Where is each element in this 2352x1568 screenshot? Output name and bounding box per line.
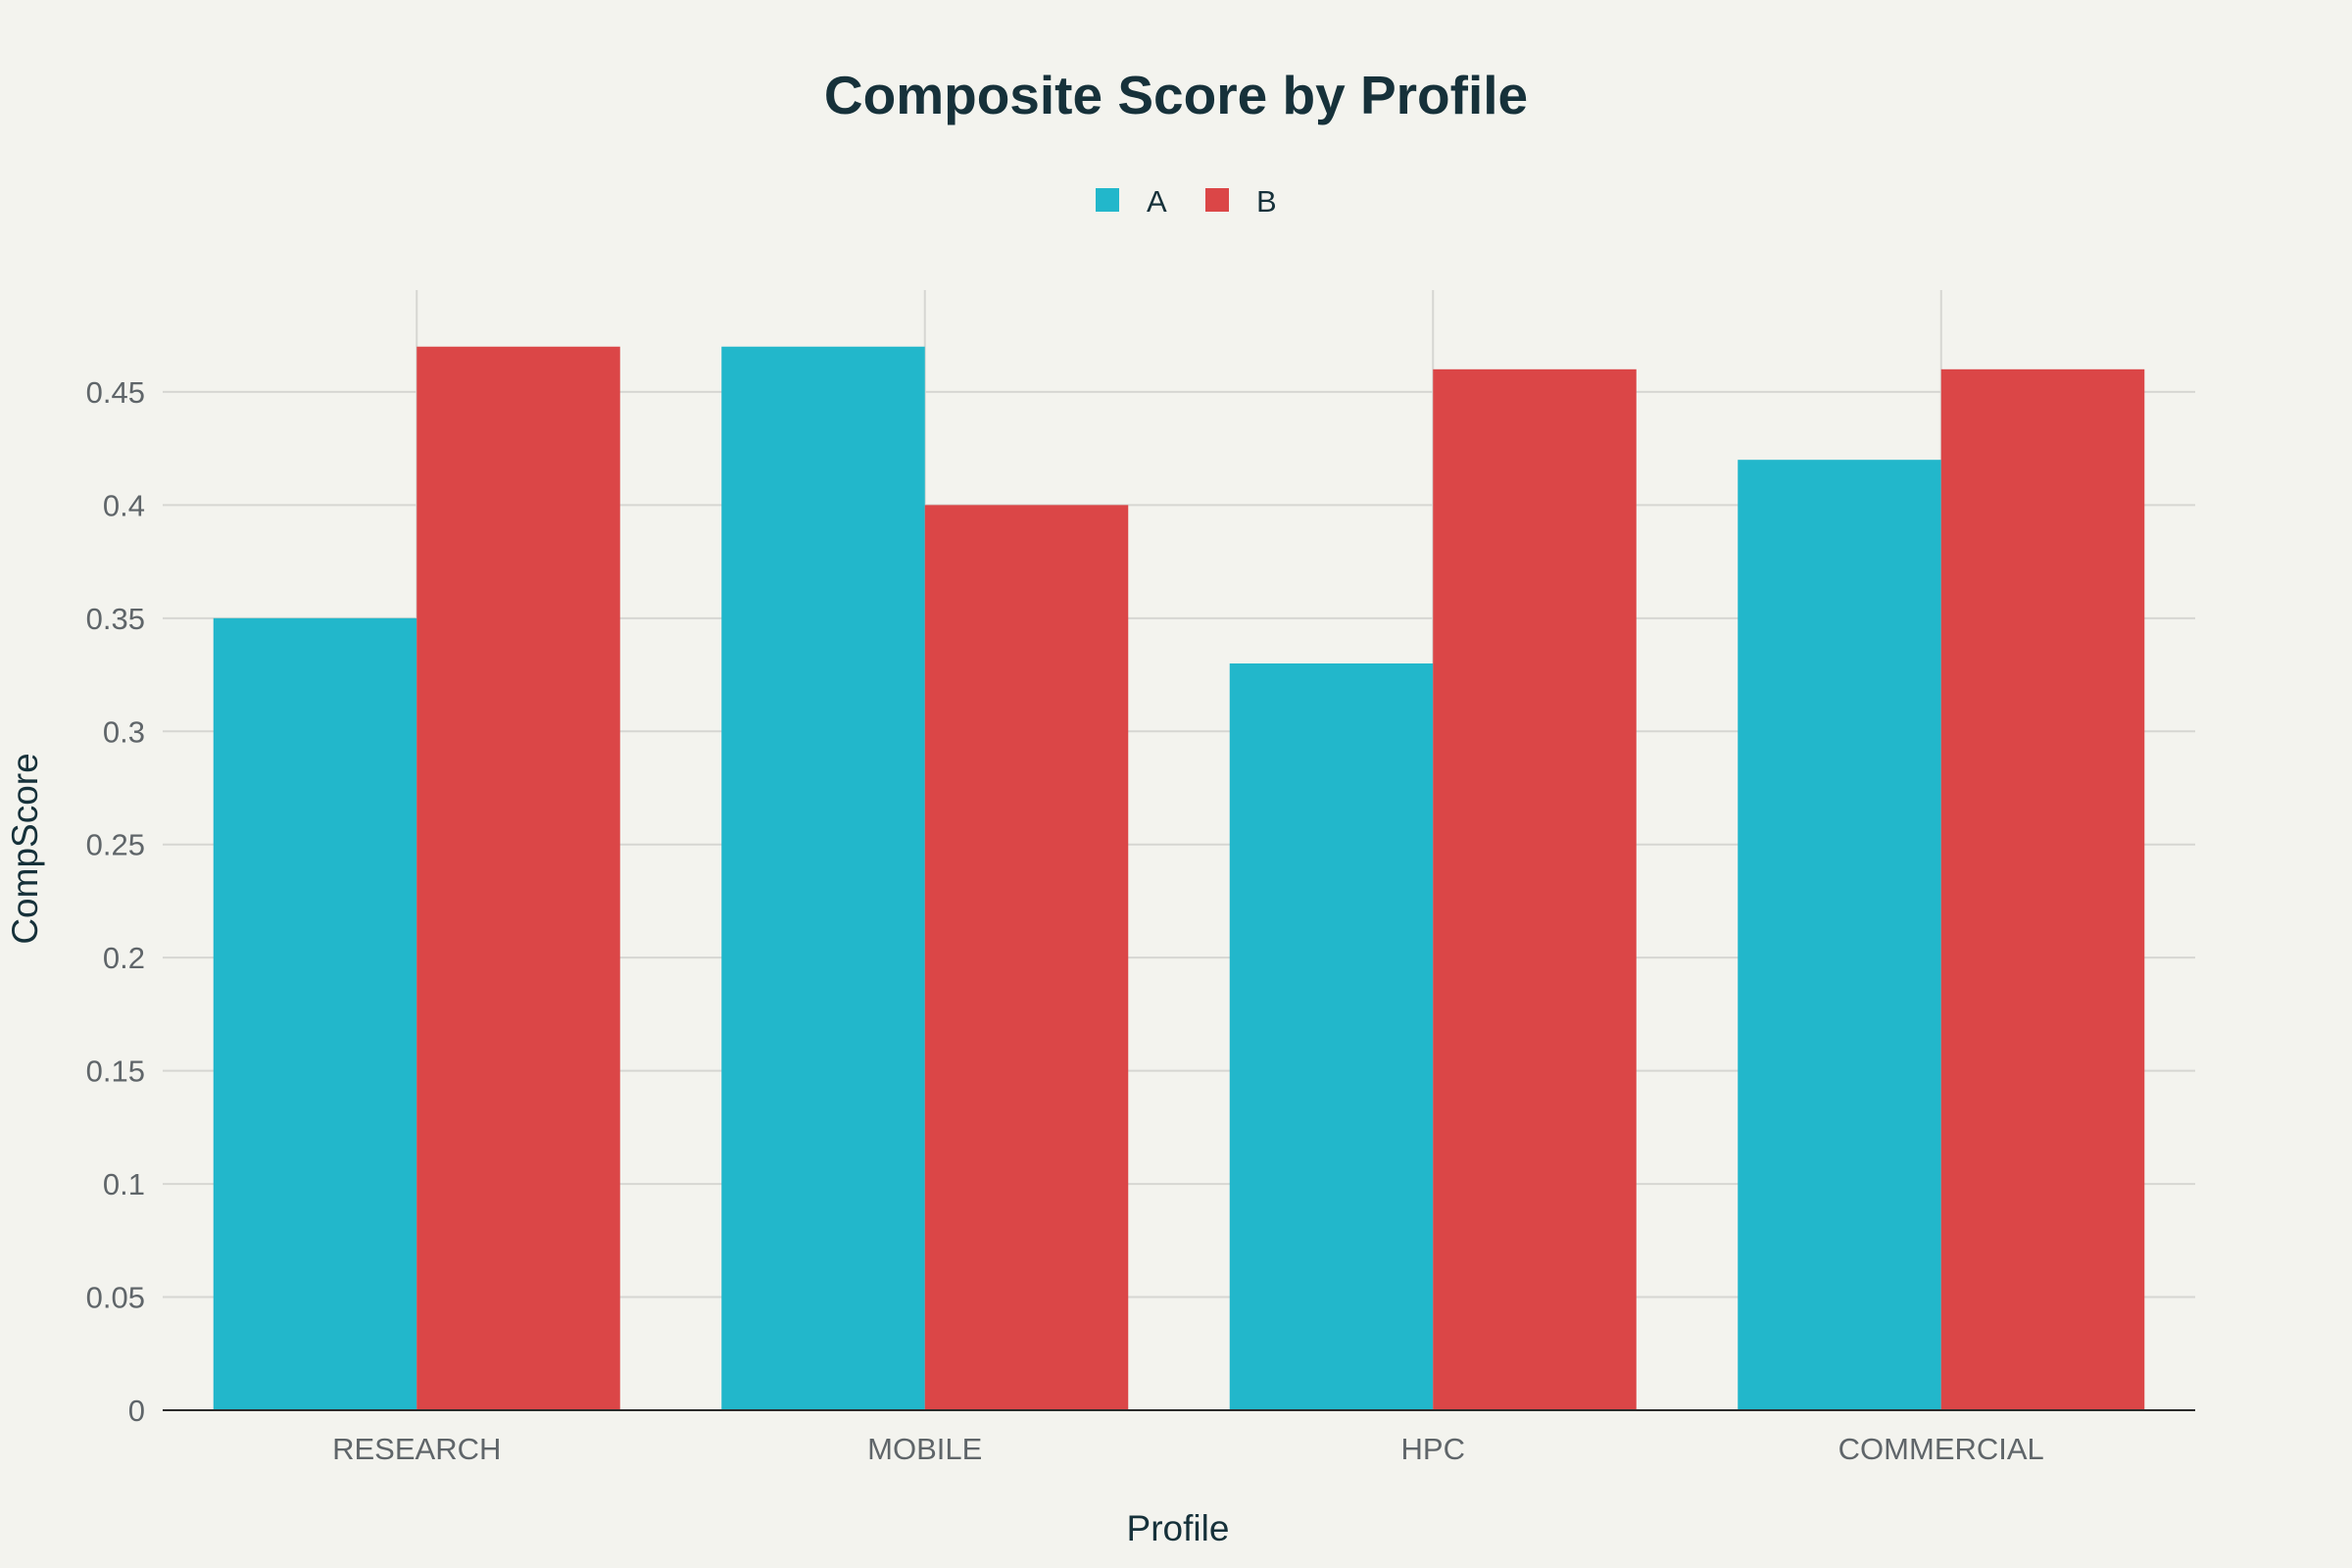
y-tick-label: 0.15 bbox=[86, 1054, 145, 1089]
legend-item-A[interactable]: A bbox=[1096, 184, 1167, 219]
y-axis-ticks: 0 0.05 0.1 0.15 0.2 0.25 0.3 0.35 0.4 0.45 bbox=[86, 375, 145, 1428]
bar-B-commercial bbox=[1940, 368, 2145, 1411]
legend-swatch bbox=[1096, 188, 1119, 212]
x-axis-title: Profile bbox=[1127, 1508, 1230, 1548]
bar-A-commercial bbox=[1738, 460, 1941, 1410]
x-tick-label: COMMERCIAL bbox=[1838, 1432, 2044, 1466]
y-tick-label: 0.45 bbox=[86, 375, 145, 410]
legend-label: B bbox=[1256, 184, 1277, 219]
x-tick-label: MOBILE bbox=[867, 1432, 982, 1466]
x-tick-label: RESEARCH bbox=[332, 1432, 501, 1466]
y-axis-title: CompScore bbox=[5, 753, 45, 944]
bar-B-research bbox=[416, 346, 620, 1410]
bar-A-mobile bbox=[721, 346, 925, 1410]
y-tick-label: 0.35 bbox=[86, 602, 145, 636]
x-axis-ticks: RESEARCH MOBILE HPC COMMERCIAL bbox=[332, 1432, 2044, 1466]
legend-swatch bbox=[1205, 188, 1229, 212]
y-tick-label: 0.4 bbox=[103, 488, 145, 522]
y-tick-label: 0.3 bbox=[103, 714, 145, 749]
bar-A-research bbox=[213, 617, 417, 1410]
bar-B-mobile bbox=[924, 505, 1129, 1410]
y-tick-label: 0.25 bbox=[86, 828, 145, 862]
y-tick-label: 0 bbox=[128, 1394, 145, 1428]
y-tick-label: 0.1 bbox=[103, 1167, 145, 1201]
bars bbox=[213, 346, 2145, 1411]
bar-A-hpc bbox=[1229, 663, 1434, 1410]
y-tick-label: 0.05 bbox=[86, 1281, 145, 1315]
legend-item-B[interactable]: B bbox=[1205, 184, 1277, 219]
bar-B-hpc bbox=[1433, 368, 1637, 1411]
chart-title: Composite Score by Profile bbox=[824, 65, 1528, 125]
legend-label: A bbox=[1147, 184, 1167, 219]
y-tick-label: 0.2 bbox=[103, 941, 145, 975]
x-tick-label: HPC bbox=[1401, 1432, 1465, 1466]
